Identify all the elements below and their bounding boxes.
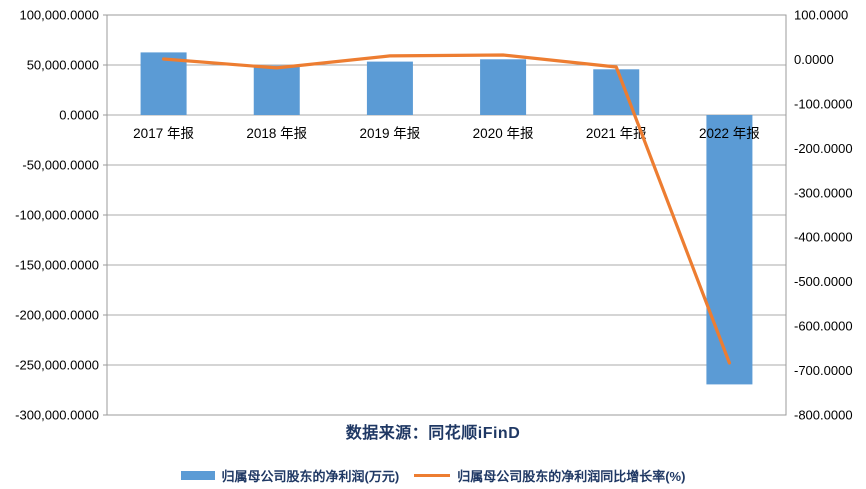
right-axis-tick-label: -800.0000 (794, 408, 853, 423)
right-axis-tick-label: -200.0000 (794, 141, 853, 156)
left-axis-tick-label: -50,000.0000 (22, 158, 99, 173)
data-source-caption: 数据来源：同花顺iFinD (345, 425, 521, 442)
left-axis-tick-label: 0.0000 (59, 108, 99, 123)
right-axis-tick-label: -400.0000 (794, 230, 853, 245)
net-profit-bar-legend-swatch (180, 471, 215, 480)
x-axis-label-2021: 2021 年报 (586, 126, 647, 141)
growth-rate-line (161, 53, 732, 365)
bar-2020 (480, 59, 527, 115)
x-axis-label-2020: 2020 年报 (473, 126, 534, 141)
growth-rate-line-legend-swatch (414, 474, 451, 477)
x-axis-label-2019: 2019 年报 (360, 126, 421, 141)
right-axis-tick-label: -300.0000 (794, 185, 853, 200)
chart-legend: 归属母公司股东的净利润(万元) 归属母公司股东的净利润同比增长率(%) (0, 466, 866, 485)
left-axis-tick-label: -300,000.0000 (15, 408, 99, 423)
left-axis-tick-label: -200,000.0000 (15, 308, 99, 323)
net-profit-growth-combo-chart: 2017 年报 2018 年报 2019 年报 2020 年报 2021 年报 2022 … (15, 8, 853, 423)
right-axis-tick-label: -100.0000 (794, 96, 853, 111)
right-axis-tick-label: -700.0000 (794, 363, 853, 378)
left-axis-tick-label: -250,000.0000 (15, 358, 99, 373)
left-axis-tick-label: -100,000.0000 (15, 208, 99, 223)
bar-2018 (253, 65, 300, 115)
right-axis-tick-label: 0.0000 (794, 52, 834, 67)
right-axis-tick-label: -500.0000 (794, 274, 853, 289)
x-axis-label-2018: 2018 年报 (246, 126, 307, 141)
left-axis-tick-label: -150,000.0000 (15, 258, 99, 273)
right-axis-tick-label: 100.0000 (794, 8, 848, 23)
bar-2017 (140, 52, 187, 115)
left-axis-tick-label: 50,000.0000 (27, 58, 99, 73)
net-profit-legend-label: 归属母公司股东的净利润(万元) (221, 469, 400, 484)
bar-2019 (366, 61, 413, 115)
x-axis-label-2017: 2017 年报 (133, 126, 194, 141)
growth-rate-legend-label: 归属母公司股东的净利润同比增长率(%) (457, 469, 686, 484)
right-axis-tick-label: -600.0000 (794, 319, 853, 334)
left-axis-tick-label: 100,000.0000 (19, 8, 99, 23)
bar-2022 (706, 115, 753, 385)
x-axis-label-2022: 2022 年报 (699, 126, 760, 141)
